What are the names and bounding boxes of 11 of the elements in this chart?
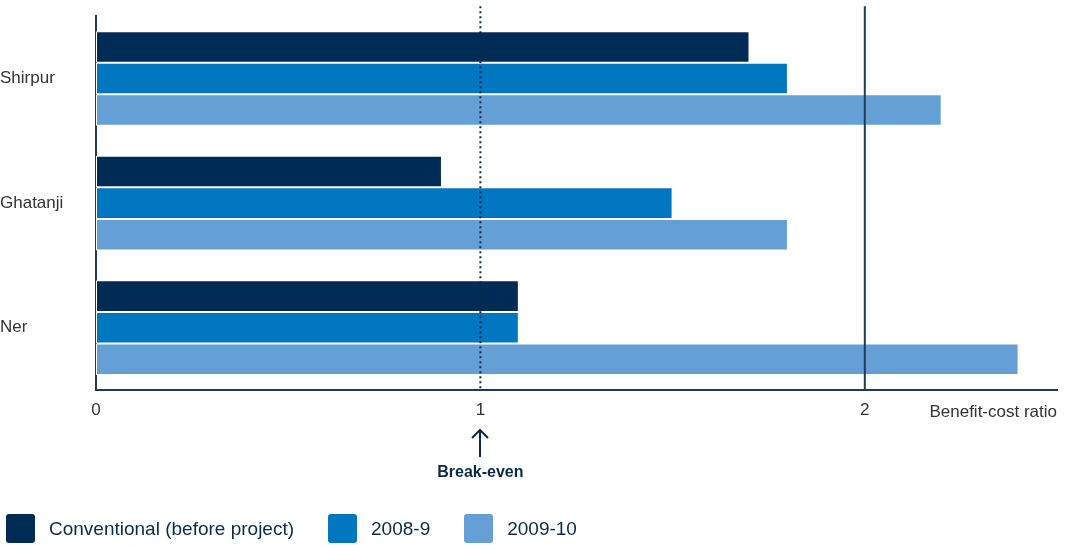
x-tick-label: 0 [91,399,101,419]
ref-line-label: Break-even [437,463,524,481]
legend-label: 2009-10 [507,517,577,540]
y-tick-label: Ner [0,317,28,337]
y-tick-label: Shirpur [0,68,56,88]
x-tick-label: 1 [475,399,486,419]
legend-label: 2008-9 [371,517,431,540]
y-tick-label: Ghatanji [0,192,64,212]
legend-label: Conventional (before project) [49,517,295,540]
x-tick-label: 2 [860,399,870,419]
x-axis-title: Benefit-cost ratio [929,401,1057,421]
